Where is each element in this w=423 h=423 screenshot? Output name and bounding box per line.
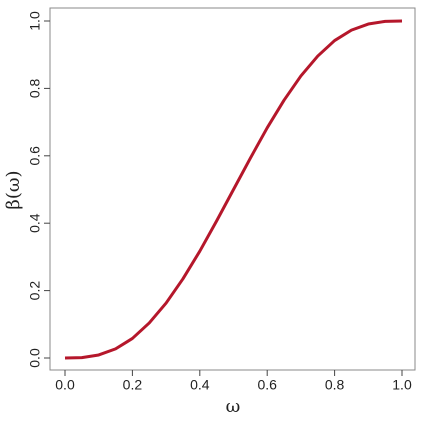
x-tick-label: 0.0 [55, 377, 75, 393]
x-axis-title: ω [226, 396, 241, 417]
data-line [64, 19, 403, 360]
x-tick-label: 0.4 [190, 377, 210, 393]
y-tick-label: 0.4 [27, 213, 43, 233]
x-tick-label: 0.6 [257, 377, 277, 393]
x-tick-label: 1.0 [392, 377, 412, 393]
y-tick-label: 0.0 [27, 348, 43, 368]
y-tick-label: 1.0 [27, 11, 43, 31]
x-tick-label: 0.8 [325, 377, 345, 393]
y-axis-title: β(ω) [3, 170, 24, 209]
plot-frame [49, 7, 416, 371]
y-tick-label: 0.6 [27, 146, 43, 166]
y-tick-label: 0.8 [27, 78, 43, 98]
x-tick-label: 0.2 [123, 377, 143, 393]
y-tick-label: 0.2 [27, 281, 43, 301]
